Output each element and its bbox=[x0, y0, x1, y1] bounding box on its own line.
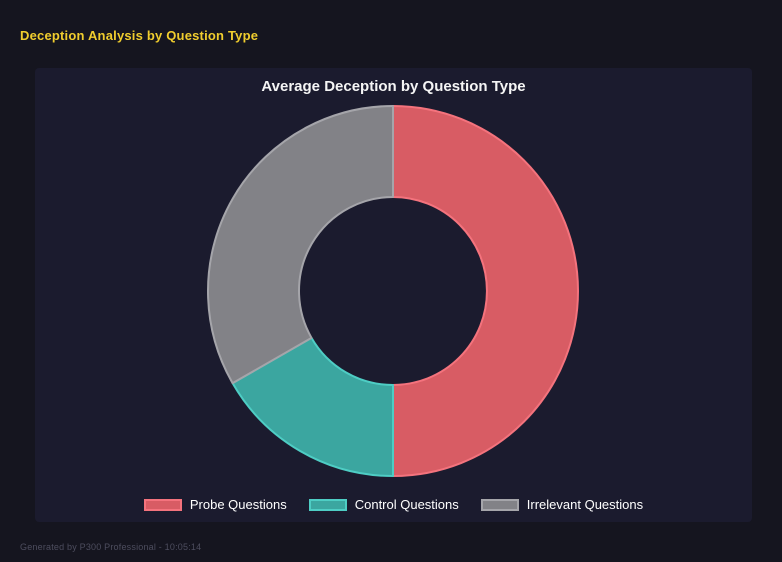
chart-panel: Average Deception by Question Type Probe… bbox=[35, 68, 752, 522]
chart-legend: Probe Questions Control Questions Irrele… bbox=[35, 497, 752, 512]
legend-item-control-questions[interactable]: Control Questions bbox=[308, 497, 459, 512]
legend-item-probe-questions[interactable]: Probe Questions bbox=[143, 497, 287, 512]
donut-segment-irrelevant-gray[interactable] bbox=[207, 105, 394, 385]
legend-label-probe: Probe Questions bbox=[189, 497, 287, 512]
donut-segment-control-teal[interactable] bbox=[231, 336, 394, 477]
legend-label-control: Control Questions bbox=[354, 497, 459, 512]
legend-swatch-irrelevant bbox=[480, 498, 519, 511]
footer-text: Generated by P300 Professional - 10:05:1… bbox=[20, 542, 202, 552]
legend-label-irrelevant: Irrelevant Questions bbox=[526, 497, 644, 512]
chart-title: Average Deception by Question Type bbox=[261, 78, 526, 95]
donut-chart[interactable] bbox=[35, 68, 752, 483]
legend-swatch-control bbox=[308, 498, 347, 511]
donut-segment-probe-red[interactable] bbox=[392, 105, 579, 477]
page-title: Deception Analysis by Question Type bbox=[20, 28, 259, 43]
legend-swatch-probe bbox=[143, 498, 182, 511]
legend-item-irrelevant-questions[interactable]: Irrelevant Questions bbox=[480, 497, 644, 512]
